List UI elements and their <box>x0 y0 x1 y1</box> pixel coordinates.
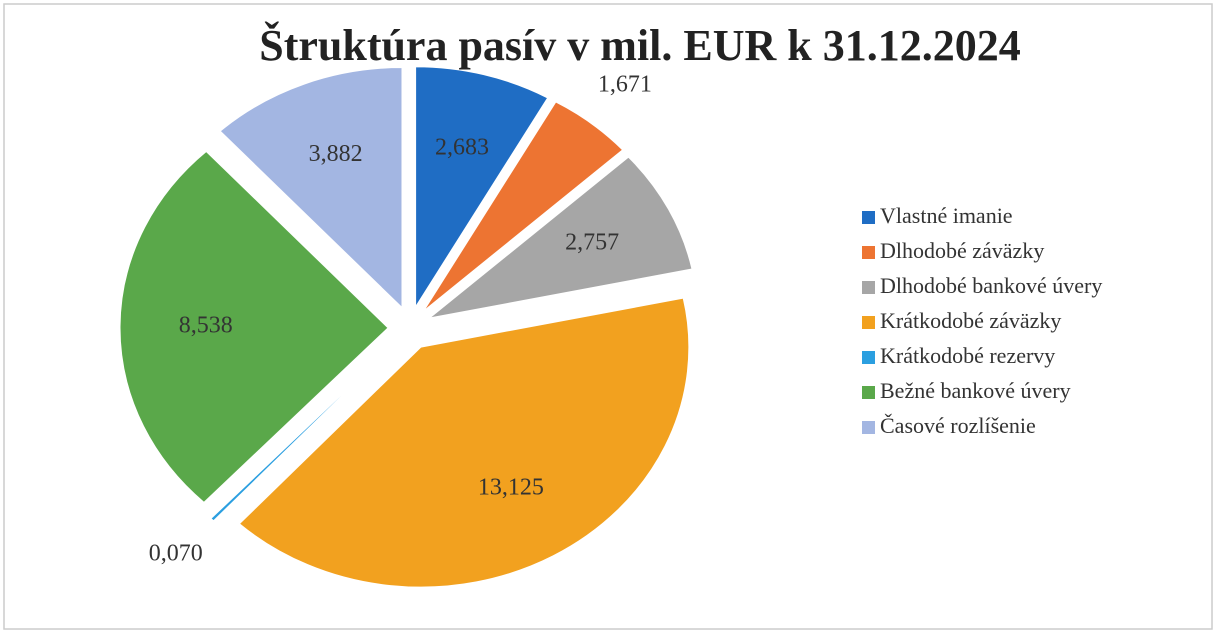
legend-label: Vlastné imanie <box>880 203 1013 228</box>
data-label: 2,683 <box>435 134 489 160</box>
pie-slice <box>210 343 396 522</box>
pie-slice <box>238 297 690 588</box>
legend-label: Bežné bankové úvery <box>880 378 1071 403</box>
pie-slice <box>429 156 693 319</box>
legend-swatch <box>862 211 875 224</box>
pie-slice <box>219 67 403 309</box>
data-label: 1,671 <box>598 72 652 98</box>
chart-title: Štruktúra pasív v mil. EUR k 31.12.2024 <box>259 20 1021 70</box>
legend-label: Krátkodobé rezervy <box>880 343 1055 368</box>
legend-swatch <box>862 421 875 434</box>
data-label: 8,538 <box>179 312 233 338</box>
data-label: 2,757 <box>565 230 619 256</box>
data-label: 0,070 <box>149 540 203 566</box>
legend-label: Dlhodobé záväzky <box>880 238 1044 263</box>
pie-slice <box>119 150 389 503</box>
legend-swatch <box>862 246 875 259</box>
data-label: 3,882 <box>309 141 363 167</box>
legend-label: Časové rozlíšenie <box>880 413 1036 438</box>
pie-slice <box>415 66 549 309</box>
legend-swatch <box>862 386 875 399</box>
legend-label: Krátkodobé záväzky <box>880 308 1061 333</box>
legend-label: Dlhodobé bankové úvery <box>880 273 1102 298</box>
legend-swatch <box>862 316 875 329</box>
legend-swatch <box>862 281 875 294</box>
data-label: 13,125 <box>478 475 544 501</box>
pie-slice <box>423 101 624 312</box>
legend-swatch <box>862 351 875 364</box>
